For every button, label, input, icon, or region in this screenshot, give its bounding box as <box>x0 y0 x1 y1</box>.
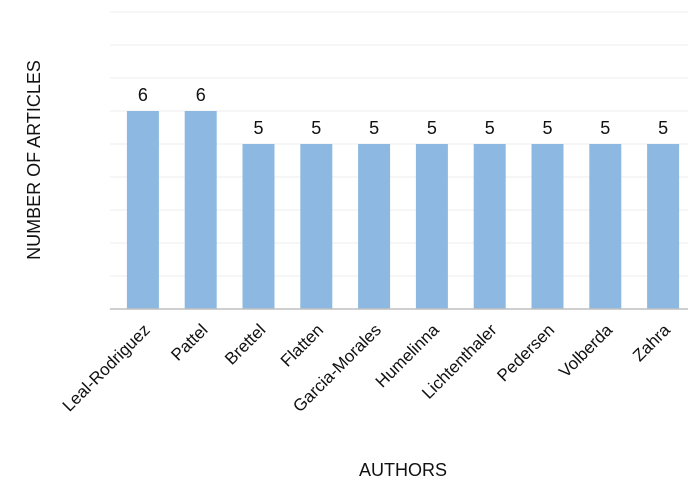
x-tick-label: Flatten <box>277 320 327 370</box>
bar-brettel <box>242 144 275 309</box>
x-tick-label: Brettel <box>221 320 269 368</box>
bar-garcia-morales <box>358 144 391 309</box>
data-label: 6 <box>138 85 148 105</box>
bar-humelinna <box>415 144 448 309</box>
data-label: 5 <box>427 118 437 138</box>
bar-flatten <box>300 144 333 309</box>
data-label: 5 <box>658 118 668 138</box>
bar-zahra <box>647 144 680 309</box>
data-label: 5 <box>485 118 495 138</box>
bar-lichtenthaler <box>473 144 506 309</box>
x-tick-label: Leal-Rodriguez <box>59 320 154 415</box>
bar-pedersen <box>531 144 564 309</box>
bar-leal-rodriguez <box>126 111 159 309</box>
data-label: 5 <box>369 118 379 138</box>
x-tick-label: Volberda <box>555 320 616 381</box>
x-tick-label: Pattel <box>167 320 211 364</box>
bar-pattel <box>184 111 217 309</box>
y-axis-title: NUMBER OF ARTICLES <box>24 60 44 260</box>
bars <box>126 111 680 309</box>
x-tick-label: Zahra <box>629 320 674 365</box>
data-label: 6 <box>196 85 206 105</box>
x-axis-title: AUTHORS <box>359 460 447 480</box>
data-label: 5 <box>311 118 321 138</box>
data-label: 5 <box>600 118 610 138</box>
data-label: 5 <box>253 118 263 138</box>
data-labels: 6 6 5 5 5 5 5 5 5 5 <box>138 85 668 138</box>
bar-volberda <box>589 144 622 309</box>
data-label: 5 <box>542 118 552 138</box>
x-tick-labels: Leal-Rodriguez Pattel Brettel FlattenGarcia… <box>59 320 675 416</box>
x-tick-label: Pedersen <box>493 320 558 385</box>
